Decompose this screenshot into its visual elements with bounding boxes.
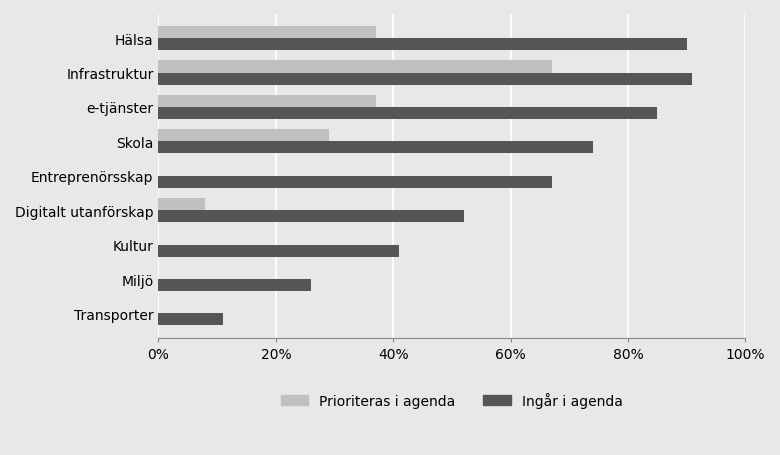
Bar [158, 199, 205, 211]
Bar [158, 39, 686, 51]
Bar [158, 314, 223, 326]
Bar [158, 142, 593, 154]
Legend: Prioriteras i agenda, Ingår i agenda: Prioriteras i agenda, Ingår i agenda [275, 387, 629, 414]
Bar [158, 211, 463, 223]
Bar [158, 245, 399, 257]
Bar [158, 130, 328, 142]
Bar [158, 73, 693, 86]
Bar [158, 27, 376, 39]
Bar [158, 96, 376, 108]
Bar [158, 177, 551, 188]
Bar [158, 279, 311, 292]
Bar [158, 108, 658, 120]
Bar [158, 61, 551, 73]
